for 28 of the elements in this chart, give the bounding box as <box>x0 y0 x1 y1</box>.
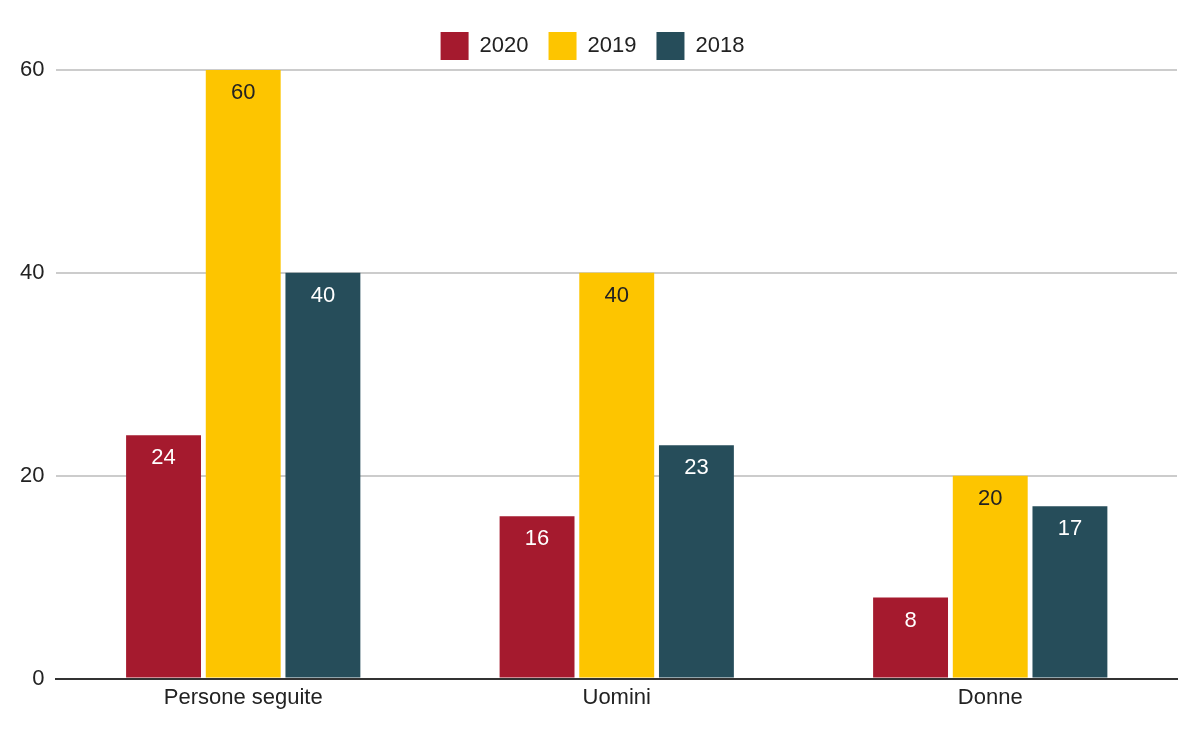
legend-label: 2019 <box>587 32 637 58</box>
y-tick-label: 40 <box>19 258 45 284</box>
data-label: 40 <box>604 281 629 307</box>
data-label: 20 <box>978 484 1003 510</box>
bar <box>1032 506 1108 678</box>
y-tick-label: 0 <box>32 664 45 690</box>
data-label: 24 <box>151 444 176 470</box>
bar <box>499 516 575 678</box>
legend-label: 2018 <box>695 32 745 58</box>
data-label: 16 <box>524 525 550 551</box>
x-tick-label: Uomini <box>582 683 651 709</box>
bar <box>952 475 1028 678</box>
data-label: 8 <box>904 606 917 632</box>
data-label: 60 <box>230 79 256 105</box>
data-label: 17 <box>1057 515 1083 541</box>
y-tick-label: 20 <box>19 461 45 487</box>
data-label: 40 <box>310 281 336 307</box>
bar <box>205 70 281 678</box>
x-tick-label: Donne <box>957 683 1023 709</box>
bar <box>579 272 655 678</box>
bar <box>285 272 361 678</box>
legend-label: 2020 <box>479 32 529 58</box>
bar <box>873 597 949 678</box>
bar <box>126 435 201 678</box>
bar <box>658 445 734 678</box>
y-tick-label: 60 <box>19 56 45 82</box>
x-tick-label: Persone seguite <box>163 683 323 709</box>
data-label: 23 <box>684 454 709 480</box>
